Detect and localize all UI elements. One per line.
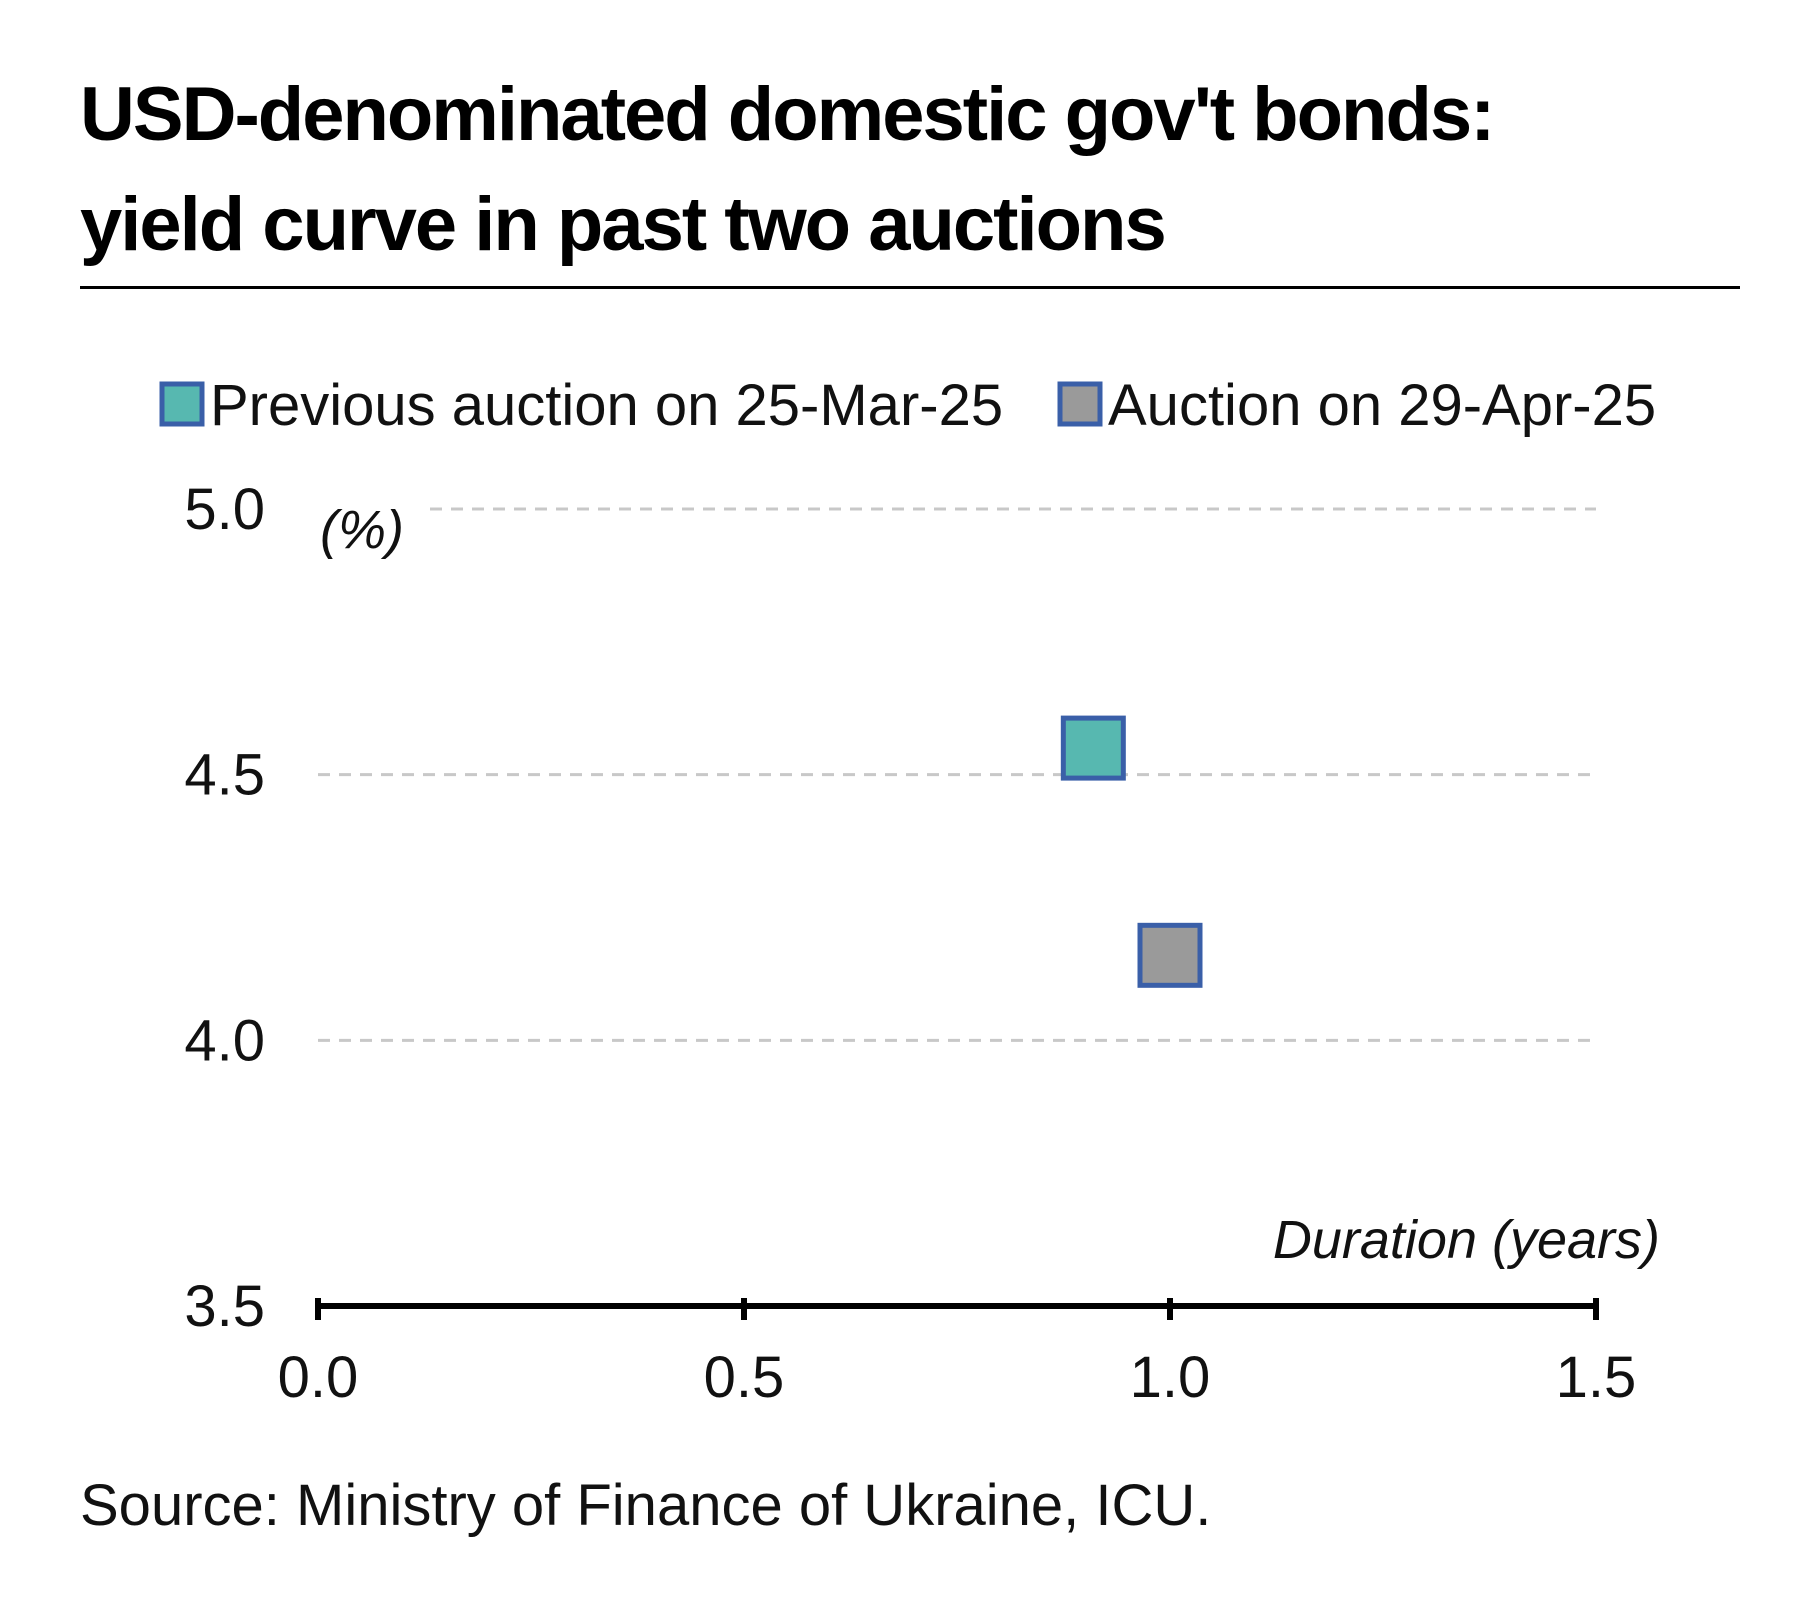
scatter-chart: Previous auction on 25-Mar-25 Auction on … (159, 373, 1660, 1410)
chart-title-line-1: USD-denominated domestic gov't bonds: (80, 72, 1495, 157)
y-tick-label-4.5: 4.5 (184, 743, 265, 808)
legend-label-1: Previous auction on 25-Mar-25 (210, 373, 1003, 438)
y-tick-label-5.0: 5.0 (184, 477, 265, 542)
data-points (1060, 715, 1203, 988)
chart-title: USD-denominated domestic gov't bonds: yi… (80, 60, 1720, 280)
x-axis-label: Duration (years) (1273, 1210, 1660, 1270)
x-tick-label-1.0: 1.0 (1130, 1345, 1211, 1410)
x-tick-label-1.5: 1.5 (1556, 1345, 1637, 1410)
x-tick-label-0.0: 0.0 (278, 1345, 359, 1410)
title-divider (80, 286, 1740, 289)
data-point-series-1-1 (1060, 715, 1126, 781)
x-axis: 0.0 0.5 1.0 1.5 (278, 1298, 1637, 1410)
chart-title-line-2: yield curve in past two auctions (80, 182, 1167, 267)
source-note: Source: Ministry of Finance of Ukraine, … (80, 1473, 1212, 1538)
legend-label-2: Auction on 29-Apr-25 (1108, 373, 1656, 438)
grid-lines (318, 507, 1596, 1042)
data-point-series-2-1 (1137, 922, 1203, 988)
legend: Previous auction on 25-Mar-25 Auction on … (159, 373, 1656, 438)
legend-swatch-1 (159, 381, 205, 427)
y-tick-label-4.0: 4.0 (184, 1008, 265, 1073)
y-tick-label-3.5: 3.5 (184, 1274, 265, 1339)
x-tick-label-0.5: 0.5 (704, 1345, 785, 1410)
y-axis-ticks: 5.0 4.5 4.0 3.5 (184, 477, 265, 1339)
legend-swatch-2 (1057, 381, 1103, 427)
y-axis-label: (%) (320, 500, 404, 560)
